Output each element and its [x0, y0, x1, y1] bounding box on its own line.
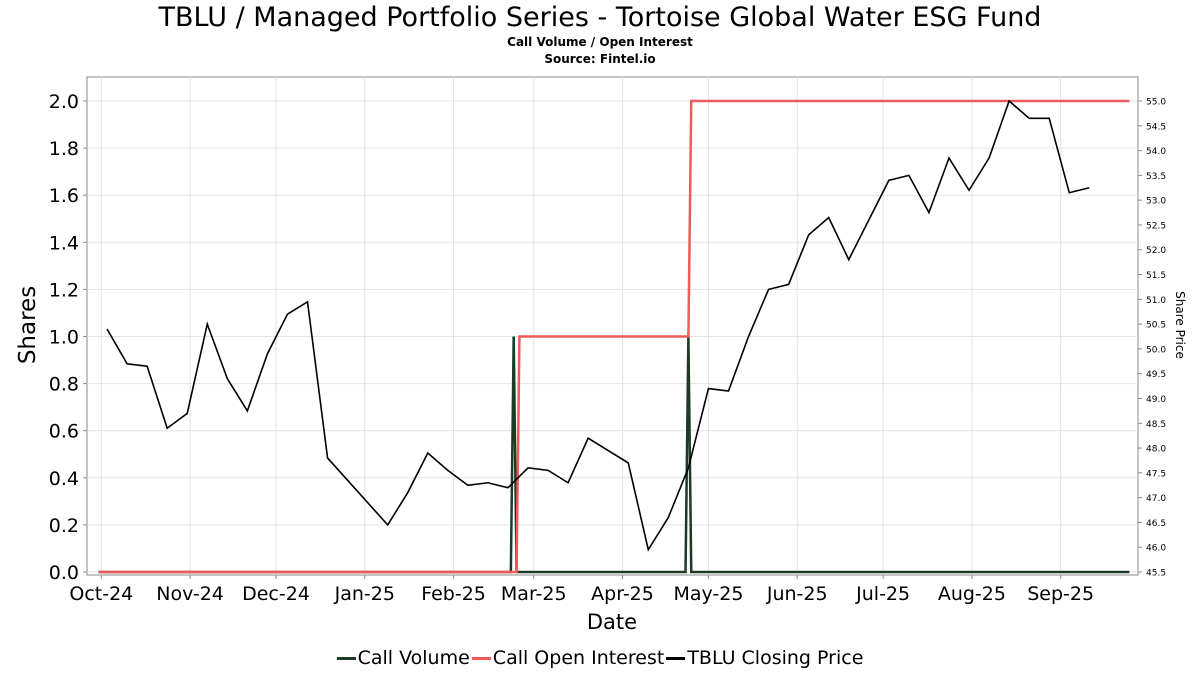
x-tick-label: Apr-25: [591, 583, 654, 605]
y2-tick-label: 47.5: [1146, 469, 1166, 479]
plot-area: [86, 76, 1139, 576]
y2-tick-label: 49.5: [1146, 370, 1166, 380]
y-axis-left: 0.0 0.2 0.4 0.6 0.8 1.0 1.2 1.4 1.6 1.8 2.0: [49, 91, 87, 584]
y2-tick-label: 48.5: [1146, 420, 1166, 430]
y2-tick-label: 54.0: [1146, 147, 1166, 157]
y2-tick-label: 45.5: [1146, 569, 1166, 579]
y-tick-label: 1.6: [49, 185, 79, 207]
x-tick-label: Jul-25: [855, 583, 910, 605]
y2-tick-label: 51.0: [1146, 296, 1166, 306]
chart-source: Source: Fintel.io: [544, 52, 656, 66]
x-tick-label: Dec-24: [242, 583, 310, 605]
y-tick-label: 1.2: [49, 279, 79, 301]
y2-tick-label: 51.5: [1146, 271, 1166, 281]
x-tick-label: Mar-25: [501, 583, 567, 605]
y-tick-label: 0.4: [49, 468, 79, 490]
x-tick-label: Sep-25: [1027, 583, 1094, 605]
legend-swatch: [471, 656, 491, 660]
x-tick-label: Oct-24: [69, 583, 133, 605]
series-line-call-volume: [98, 336, 1130, 574]
y-tick-label: 1.8: [49, 138, 79, 160]
grid: [87, 77, 1138, 575]
legend-label: Call Open Interest: [492, 647, 665, 669]
legend-item-call-open-interest: Call Open Interest: [471, 646, 665, 670]
y2-tick-label: 50.0: [1146, 345, 1166, 355]
y2-tick-label: 46.5: [1146, 519, 1166, 529]
y-tick-label: 0.8: [49, 374, 79, 396]
legend-item-call-volume: Call Volume: [336, 646, 470, 670]
series-line-call-open-interest: [98, 99, 1130, 574]
y2-tick-label: 52.5: [1146, 221, 1166, 231]
y-tick-label: 2.0: [49, 91, 79, 113]
x-axis-label: Date: [587, 610, 637, 634]
legend-item-closing-price: TBLU Closing Price: [666, 646, 863, 670]
series-layer: [98, 99, 1130, 574]
y2-tick-label: 47.0: [1146, 494, 1166, 504]
y-tick-label: 0.6: [49, 421, 79, 443]
y-tick-label: 1.4: [49, 232, 79, 254]
y2-tick-label: 53.5: [1146, 172, 1166, 182]
legend-label: TBLU Closing Price: [687, 647, 864, 669]
legend: Call Volume Call Open Interest TBLU Clos…: [0, 646, 1200, 670]
y-axis-label: Shares: [15, 286, 41, 364]
chart-subtitle: Call Volume / Open Interest: [507, 35, 693, 49]
y2-tick-label: 50.5: [1146, 321, 1166, 331]
x-tick-label: Aug-25: [938, 583, 1006, 605]
y2-tick-label: 55.0: [1146, 98, 1166, 108]
y-tick-label: 0.0: [49, 562, 79, 584]
y2-tick-label: 46.0: [1146, 544, 1166, 554]
y2-tick-label: 48.0: [1146, 445, 1166, 455]
x-tick-label: Jun-25: [766, 583, 828, 605]
y2-tick-label: 53.0: [1146, 197, 1166, 207]
x-tick-label: Jan-25: [334, 583, 395, 605]
y-axis-right: 45.5 46.0 46.5 47.0 47.5 48.0 48.5 49.0 49.5 50.0…: [1138, 98, 1166, 579]
legend-label: Call Volume: [357, 647, 470, 669]
x-tick-label: Nov-24: [156, 583, 224, 605]
y-tick-label: 0.2: [49, 515, 79, 537]
series-line-tblu-closing-price: [106, 99, 1090, 552]
x-axis: Oct-24 Nov-24 Dec-24 Jan-25 Feb-25 Mar-25 Apr-…: [69, 575, 1094, 605]
y2-tick-label: 52.0: [1146, 246, 1166, 256]
y2-axis-label: Share Price: [1173, 291, 1187, 359]
x-tick-label: May-25: [673, 583, 743, 605]
legend-swatch: [336, 656, 356, 660]
legend-swatch: [666, 656, 686, 660]
y2-tick-label: 49.0: [1146, 395, 1166, 405]
chart-title: TBLU / Managed Portfolio Series - Tortoi…: [158, 2, 1042, 33]
y-tick-label: 1.0: [49, 327, 79, 349]
y2-tick-label: 54.5: [1146, 122, 1166, 132]
x-tick-label: Feb-25: [421, 583, 486, 605]
